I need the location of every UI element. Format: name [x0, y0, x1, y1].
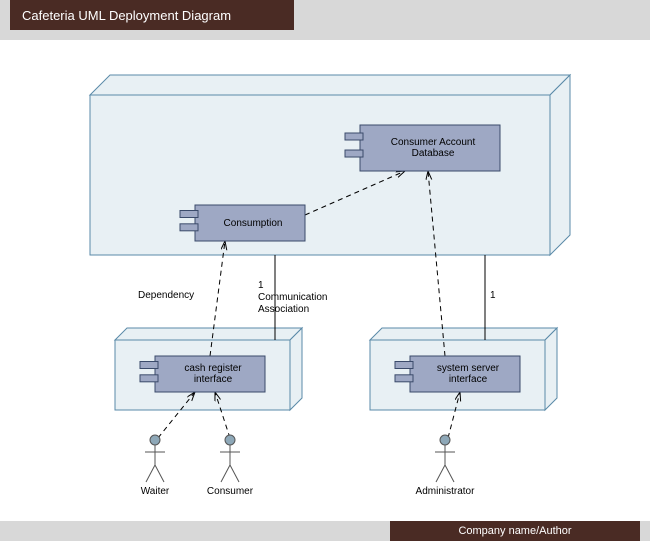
actor-consumer — [220, 435, 240, 482]
footer-label: Company name/Author — [390, 521, 640, 541]
text-label: cash register — [163, 363, 263, 374]
text-label: Consumption — [203, 218, 303, 229]
text-label: Administrator — [410, 486, 480, 497]
text-label: interface — [418, 374, 518, 385]
text-label: Association — [258, 304, 309, 315]
page-title: Cafeteria UML Deployment Diagram — [10, 0, 294, 30]
text-label: Database — [368, 148, 498, 159]
text-label: Communication — [258, 292, 327, 303]
text-label: system server — [418, 363, 518, 374]
footer-strip: Company name/Author — [0, 521, 650, 541]
text-label: 1 — [490, 290, 496, 301]
text-label: Consumer — [195, 486, 265, 497]
header-strip: Cafeteria UML Deployment Diagram — [0, 0, 650, 40]
text-label: Consumer Account — [368, 137, 498, 148]
actor-waiter — [145, 435, 165, 482]
text-label: interface — [163, 374, 263, 385]
actor-administrator — [435, 435, 455, 482]
text-label: Waiter — [120, 486, 190, 497]
text-label: 1 — [258, 280, 264, 291]
diagram-canvas — [0, 40, 650, 541]
text-label: Dependency — [138, 290, 194, 301]
